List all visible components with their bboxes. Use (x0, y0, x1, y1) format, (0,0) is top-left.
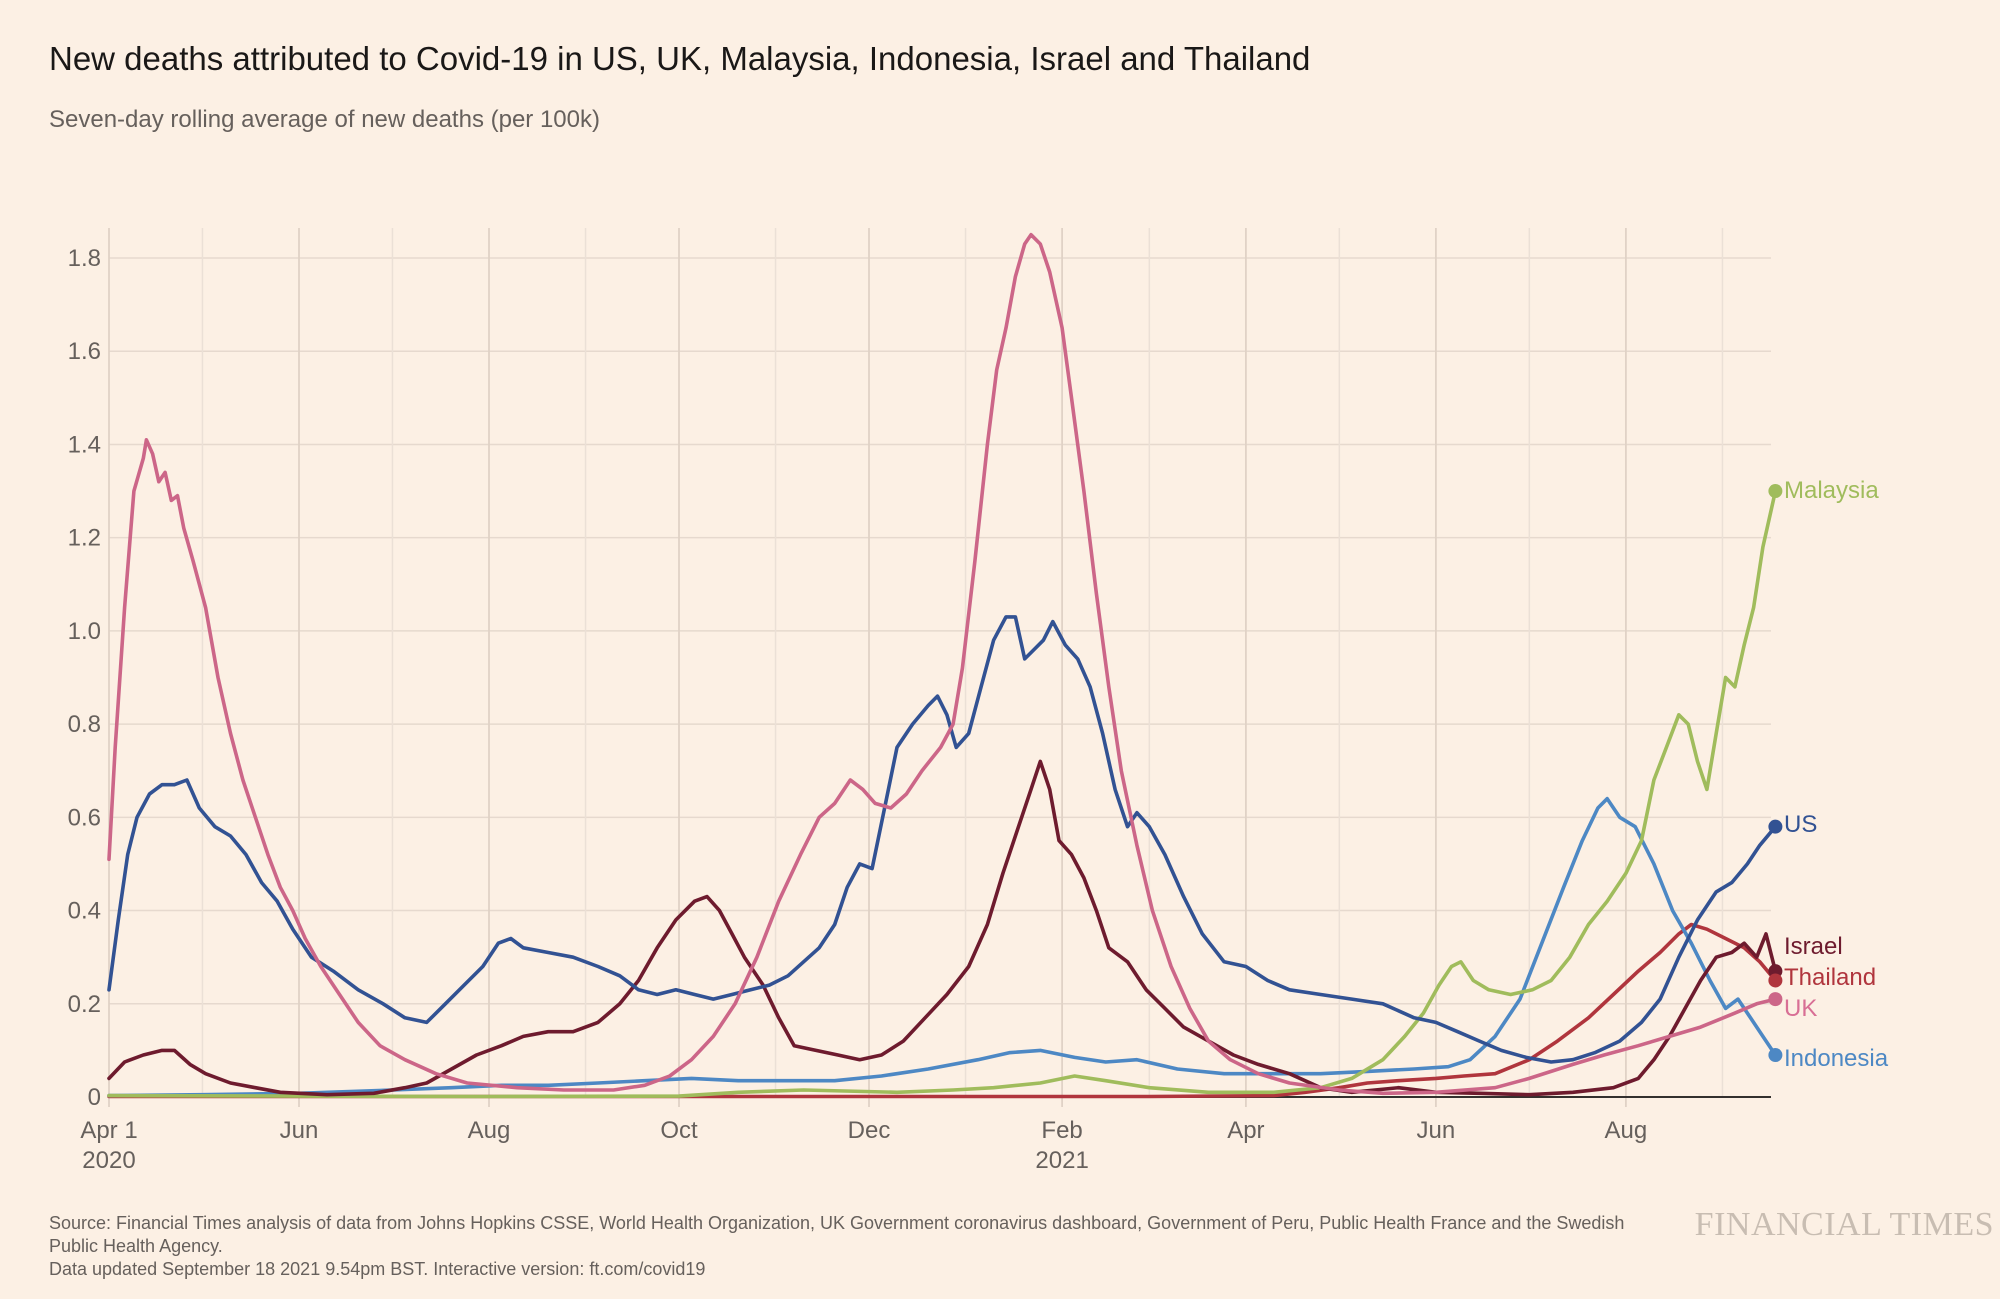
y-tick-label: 1.2 (68, 525, 101, 552)
series-line-us (107, 615, 1778, 1064)
chart-subtitle: Seven-day rolling average of new deaths … (49, 106, 600, 133)
end-label-us: US (1784, 811, 1817, 838)
x-tick-label: Apr 1 (80, 1117, 137, 1144)
end-marker-malaysia (1768, 484, 1783, 499)
grid (108, 228, 1771, 1107)
y-tick-label: 0.2 (68, 991, 101, 1018)
x-tick-year-label: 2021 (1035, 1147, 1088, 1174)
y-tick-label: 1.0 (68, 618, 101, 645)
end-label-malaysia: Malaysia (1784, 477, 1879, 504)
y-tick-label: 0 (88, 1084, 101, 1111)
end-labels: Malaysia US Israel Thailand UK Indonesia (1768, 477, 1889, 1072)
x-tick-label: Jun (280, 1117, 319, 1144)
x-tick-label: Aug (1605, 1117, 1648, 1144)
y-tick-label: 1.8 (68, 245, 101, 272)
end-marker-indonesia (1768, 1048, 1783, 1063)
series-line-israel (107, 759, 1778, 1097)
end-marker-uk (1768, 992, 1783, 1007)
chart-title: New deaths attributed to Covid-19 in US,… (49, 40, 1311, 77)
y-tick-label: 0.8 (68, 711, 101, 738)
data-updated-text: Data updated September 18 2021 9.54pm BS… (49, 1259, 706, 1279)
x-tick-label: Aug (468, 1117, 511, 1144)
end-label-uk: UK (1784, 995, 1817, 1022)
x-tick-label: Dec (848, 1117, 891, 1144)
x-tick-label: Jun (1417, 1117, 1456, 1144)
ft-logo: FINANCIAL TIMES (1694, 1206, 1994, 1243)
series-line-uk (107, 232, 1778, 1096)
y-tick-label: 1.6 (68, 338, 101, 365)
axes: 0 0.2 0.4 0.6 0.8 1.0 1.2 1.4 1.6 1.8 Apr 1 2020 Jun… (68, 245, 1771, 1174)
x-tick-label: Oct (660, 1117, 698, 1144)
series-line-thailand (107, 922, 1778, 1099)
x-tick-year-label: 2020 (82, 1147, 135, 1174)
y-tick-label: 0.4 (68, 898, 101, 925)
x-tick-label: Apr (1227, 1117, 1264, 1144)
end-label-thailand: Thailand (1784, 964, 1876, 991)
y-tick-label: 1.4 (68, 431, 101, 458)
source-text: Source: Financial Times analysis of data… (49, 1213, 1625, 1256)
end-label-israel: Israel (1784, 933, 1843, 960)
source-note: Source: Financial Times analysis of data… (49, 1212, 1669, 1281)
y-tick-label: 0.6 (68, 804, 101, 831)
series-lines (107, 232, 1778, 1099)
line-chart: 0 0.2 0.4 0.6 0.8 1.0 1.2 1.4 1.6 1.8 Apr 1 2020 Jun… (68, 228, 1889, 1174)
end-label-indonesia: Indonesia (1784, 1045, 1889, 1072)
end-marker-thailand (1768, 973, 1783, 988)
x-tick-label: Feb (1041, 1117, 1082, 1144)
series-line-malaysia (107, 489, 1778, 1099)
end-marker-us (1768, 819, 1783, 834)
series-line-indonesia (107, 796, 1778, 1098)
